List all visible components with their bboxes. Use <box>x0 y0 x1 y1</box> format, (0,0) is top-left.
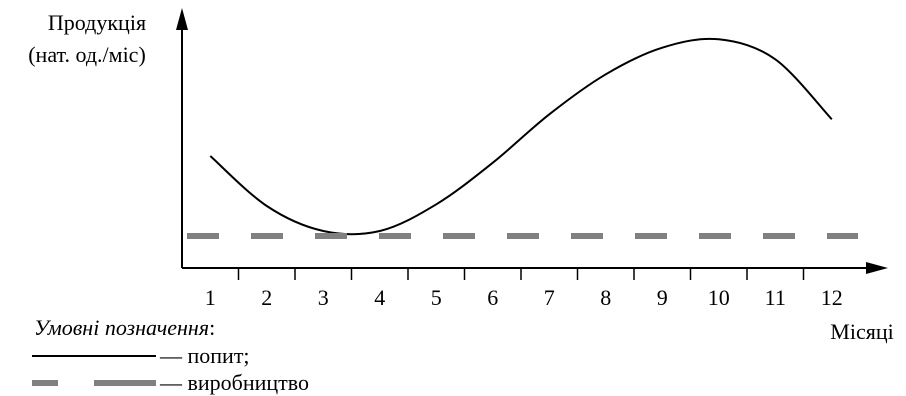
legend: Умовні позначення: — попит; — виробництв… <box>32 315 309 395</box>
x-tick-labels: 1 2 3 4 5 6 7 8 9 10 11 12 <box>205 285 843 310</box>
x-ticks <box>237 268 805 280</box>
y-axis-label-line-1: Продукція <box>48 10 146 35</box>
legend-title: Умовні позначення: <box>34 315 215 340</box>
x-tick-label: 3 <box>318 285 329 310</box>
y-axis-label-line-2: (нат. од./міс) <box>28 42 146 67</box>
x-tick-label: 8 <box>600 285 611 310</box>
x-tick-label: 5 <box>431 285 442 310</box>
legend-title-text: Умовні позначення <box>34 315 209 340</box>
x-axis-arrow <box>866 262 888 274</box>
legend-title-suffix: : <box>209 315 215 340</box>
series-layer <box>187 37 858 239</box>
legend-entry-demand: — попит; <box>159 343 250 368</box>
axes <box>176 8 888 274</box>
x-tick-label: 9 <box>657 285 668 310</box>
x-tick-label: 12 <box>821 285 843 310</box>
legend-entry-production: — виробництво <box>159 370 309 395</box>
x-tick-label: 6 <box>487 285 498 310</box>
series-line-demand <box>209 37 833 236</box>
x-tick-label: 11 <box>765 285 786 310</box>
x-tick-label: 2 <box>261 285 272 310</box>
x-axis-label: Місяці <box>830 319 893 344</box>
x-tick-label: 10 <box>708 285 730 310</box>
x-tick-label: 1 <box>205 285 216 310</box>
x-tick-label: 4 <box>374 285 385 310</box>
x-tick-label: 7 <box>544 285 555 310</box>
y-axis-arrow <box>176 8 188 30</box>
